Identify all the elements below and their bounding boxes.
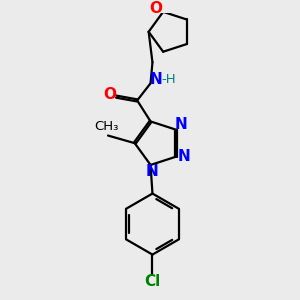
Text: O: O — [103, 87, 116, 102]
Text: N: N — [146, 164, 159, 179]
Text: Cl: Cl — [144, 274, 160, 289]
Text: N: N — [177, 149, 190, 164]
Text: N: N — [150, 72, 163, 87]
Text: -H: -H — [161, 73, 176, 86]
Text: N: N — [175, 118, 187, 133]
Text: CH₃: CH₃ — [94, 121, 118, 134]
Text: O: O — [149, 1, 162, 16]
